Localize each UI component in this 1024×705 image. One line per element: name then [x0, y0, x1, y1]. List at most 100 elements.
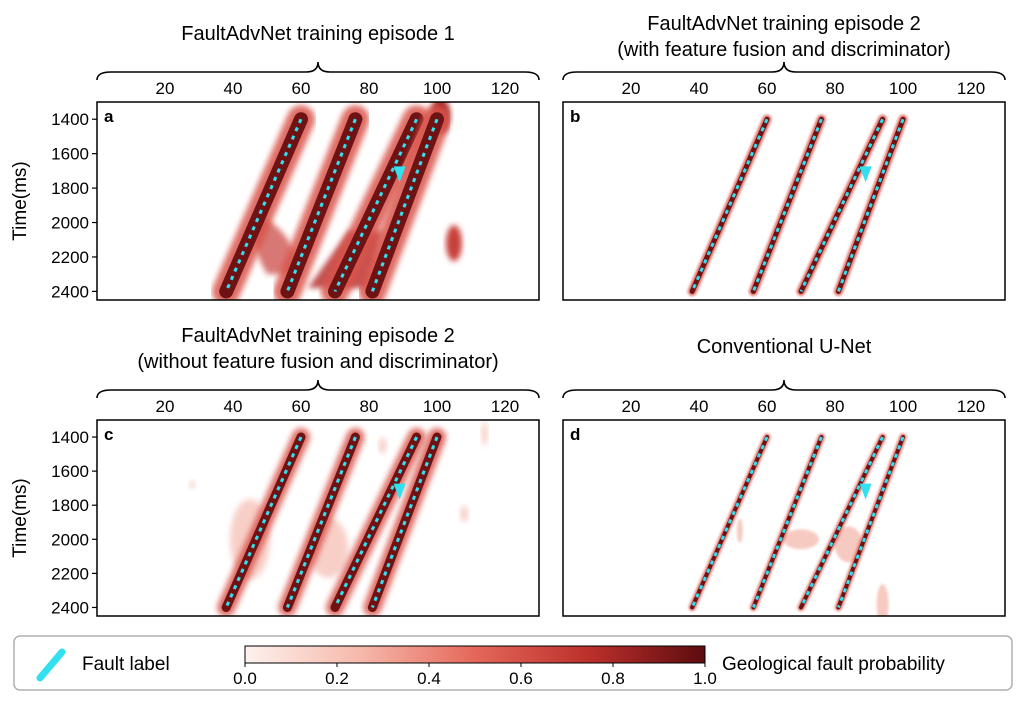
fault-label-legend-text: Fault label: [82, 654, 170, 675]
fault-label-line: [836, 436, 905, 609]
y-tick-label: 2400: [51, 598, 89, 617]
y-axis-label: Time(ms): [10, 478, 31, 558]
colorbar-tick-label: 0.2: [325, 669, 349, 688]
fault-probability-zone: [328, 112, 424, 299]
x-tick-label: 20: [622, 397, 641, 416]
legend: Fault label 0.0 0.2 0.4 0.6 0.8 1.0 Geologica…: [13, 635, 1013, 691]
fault-label-line: [286, 436, 357, 609]
y-tick-label: 1400: [51, 428, 89, 447]
y-tick-label: 1400: [51, 110, 89, 129]
probability-blob: [736, 518, 743, 543]
fault-label-line: [752, 118, 823, 292]
y-tick-label: 2000: [51, 214, 89, 233]
fault-label-line: [752, 436, 823, 609]
x-tick-label: 60: [758, 79, 777, 98]
panel-c: FaultAdvNet training episode 2 (without f…: [10, 325, 540, 617]
panel-letter: a: [104, 107, 114, 126]
x-tick-label: 100: [423, 79, 451, 98]
probability-blob: [876, 584, 889, 616]
axis-brace: [96, 379, 540, 399]
heatmap-area: [212, 102, 462, 300]
colorbar-ticks: 0.0 0.2 0.4 0.6 0.8 1.0: [233, 663, 717, 688]
probability-blob: [189, 480, 196, 489]
x-tick-label: 20: [156, 79, 175, 98]
x-tick-label: 100: [889, 397, 917, 416]
y-tick-label: 2400: [51, 282, 89, 301]
x-tick-label: 40: [224, 79, 243, 98]
fault-label-line: [286, 118, 357, 292]
panel-title: (with feature fusion and discriminator): [617, 39, 950, 61]
panel-d: Conventional U-Net 20 40 60 80 100 120 d: [562, 336, 1006, 617]
x-tick-label: 80: [826, 397, 845, 416]
plot-frame: [96, 419, 540, 617]
colorbar: [244, 645, 706, 664]
x-tick-label: 120: [491, 397, 519, 416]
fault-label-marker: [393, 483, 406, 500]
fault-probability-zone: [330, 432, 422, 612]
x-tick-label: 60: [292, 397, 311, 416]
fault-label-line: [224, 436, 303, 609]
plot-frame: [562, 419, 1006, 617]
plot-frame: [562, 101, 1006, 301]
fault-label-line: [370, 118, 439, 292]
panel-title: FaultAdvNet training episode 2: [647, 13, 921, 35]
x-tick-label: 80: [360, 79, 379, 98]
panel-title: FaultAdvNet training episode 2: [181, 325, 455, 347]
axis-brace: [562, 379, 1006, 399]
x-tick-label: 20: [622, 79, 641, 98]
y-tick-label: 2000: [51, 530, 89, 549]
fault-label-marker: [859, 166, 872, 183]
fault-probability-zone: [799, 435, 885, 610]
fault-label-marker: [393, 166, 406, 183]
probability-blob: [783, 529, 819, 550]
y-tick-label: 1800: [51, 496, 89, 515]
x-tick-label: 120: [491, 79, 519, 98]
fault-label-line: [224, 118, 303, 292]
plot-frame: [96, 101, 540, 301]
heatmap-area: [688, 433, 907, 616]
fault-label-line: [370, 436, 439, 609]
x-tick-label: 80: [826, 79, 845, 98]
y-tick-label: 1600: [51, 145, 89, 164]
x-tick-label: 60: [292, 79, 311, 98]
y-tick-label: 1800: [51, 179, 89, 198]
fault-label-legend-swatch: [36, 648, 66, 682]
colorbar-tick-label: 0.6: [509, 669, 533, 688]
x-tick-label: 20: [156, 397, 175, 416]
probability-blob: [460, 505, 469, 522]
panel-title: (without feature fusion and discriminato…: [137, 351, 498, 373]
colorbar-tick-label: 0.8: [601, 669, 625, 688]
panel-title: FaultAdvNet training episode 1: [181, 23, 455, 45]
fault-label-line: [690, 118, 769, 292]
axis-brace: [96, 61, 540, 81]
colorbar-tick-label: 1.0: [693, 669, 717, 688]
fault-label-marker: [859, 483, 872, 500]
panel-letter: d: [570, 425, 580, 444]
y-tick-label: 1600: [51, 462, 89, 481]
probability-blob: [481, 421, 488, 446]
colorbar-tick-label: 0.0: [233, 669, 257, 688]
colorbar-label: Geological fault probability: [722, 654, 945, 675]
axis-brace: [562, 61, 1006, 81]
heatmap-area: [189, 421, 488, 616]
y-tick-label: 2200: [51, 248, 89, 267]
fault-probability-zone: [798, 116, 886, 294]
colorbar-tick-label: 0.4: [417, 669, 441, 688]
x-tick-label: 40: [224, 397, 243, 416]
panel-letter: b: [570, 107, 580, 126]
heatmap-area: [687, 114, 908, 296]
x-tick-label: 40: [690, 397, 709, 416]
panel-a: FaultAdvNet training episode 1 20 40 60 80 10…: [10, 23, 540, 301]
fault-label-line: [836, 118, 905, 292]
x-tick-label: 40: [690, 79, 709, 98]
x-tick-label: 120: [957, 79, 985, 98]
x-tick-label: 60: [758, 397, 777, 416]
x-tick-label: 100: [423, 397, 451, 416]
panel-title: Conventional U-Net: [697, 336, 872, 358]
y-axis-label: Time(ms): [10, 161, 31, 241]
x-tick-label: 100: [889, 79, 917, 98]
panel-letter: c: [104, 425, 113, 444]
probability-blob: [378, 437, 387, 454]
y-tick-label: 2200: [51, 564, 89, 583]
